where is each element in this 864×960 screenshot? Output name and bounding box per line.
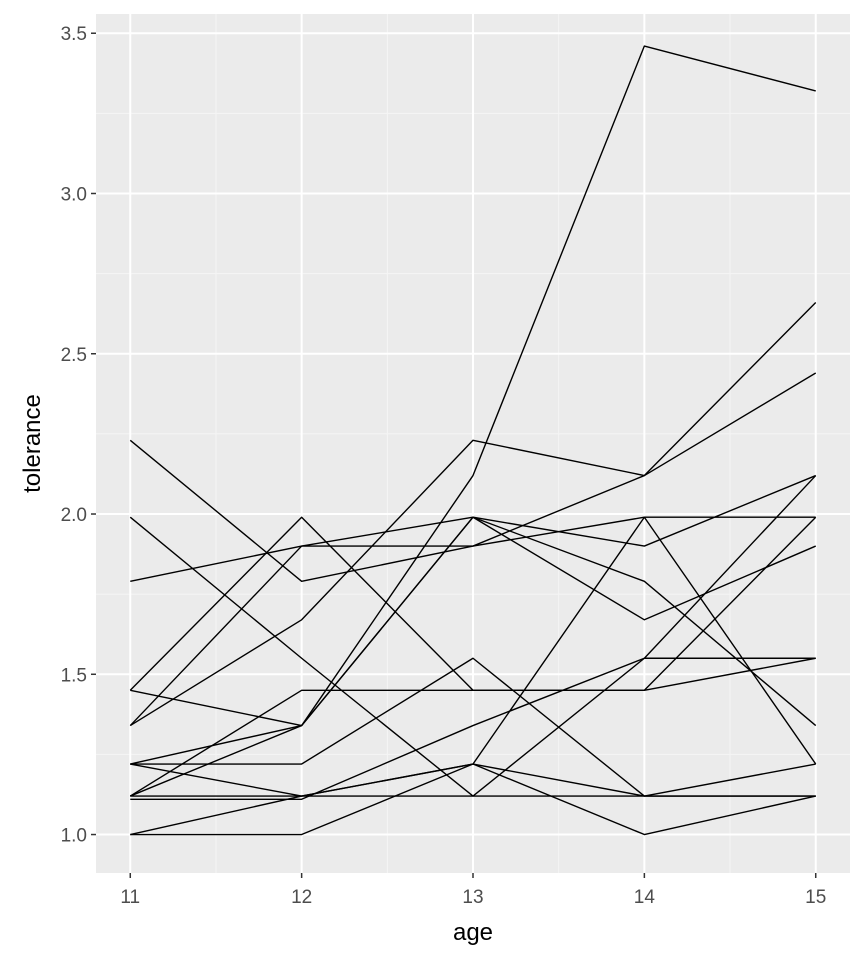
y-tick-label: 3.5	[61, 24, 87, 45]
series-line-14	[130, 475, 817, 800]
y-axis: 1.0 1.5 2.0 2.5 3.0 3.5	[61, 24, 96, 847]
y-tick-label: 1.5	[61, 665, 87, 686]
y-tick-label: 2.5	[61, 345, 87, 366]
y-axis-title: tolerance	[19, 394, 46, 493]
series-line-6	[129, 372, 817, 727]
x-tick-label: 14	[634, 887, 656, 908]
x-tick-label: 13	[462, 887, 483, 908]
series-line-9	[130, 45, 816, 765]
series-line-15	[130, 763, 816, 836]
x-axis: 11 12 13 14 15	[120, 873, 826, 908]
x-tick-label: 12	[291, 887, 312, 908]
y-tick-label: 2.0	[61, 505, 87, 526]
series-line-12	[130, 657, 816, 797]
series-lines	[129, 45, 817, 836]
x-axis-title: age	[453, 919, 493, 946]
y-tick-label: 1.0	[61, 826, 87, 847]
series-line-7	[130, 516, 816, 583]
series-line-16	[130, 516, 817, 797]
x-tick-label: 11	[120, 887, 140, 908]
series-line-5	[129, 516, 816, 691]
y-tick-label: 3.0	[61, 184, 87, 205]
x-tick-label: 15	[805, 887, 826, 908]
